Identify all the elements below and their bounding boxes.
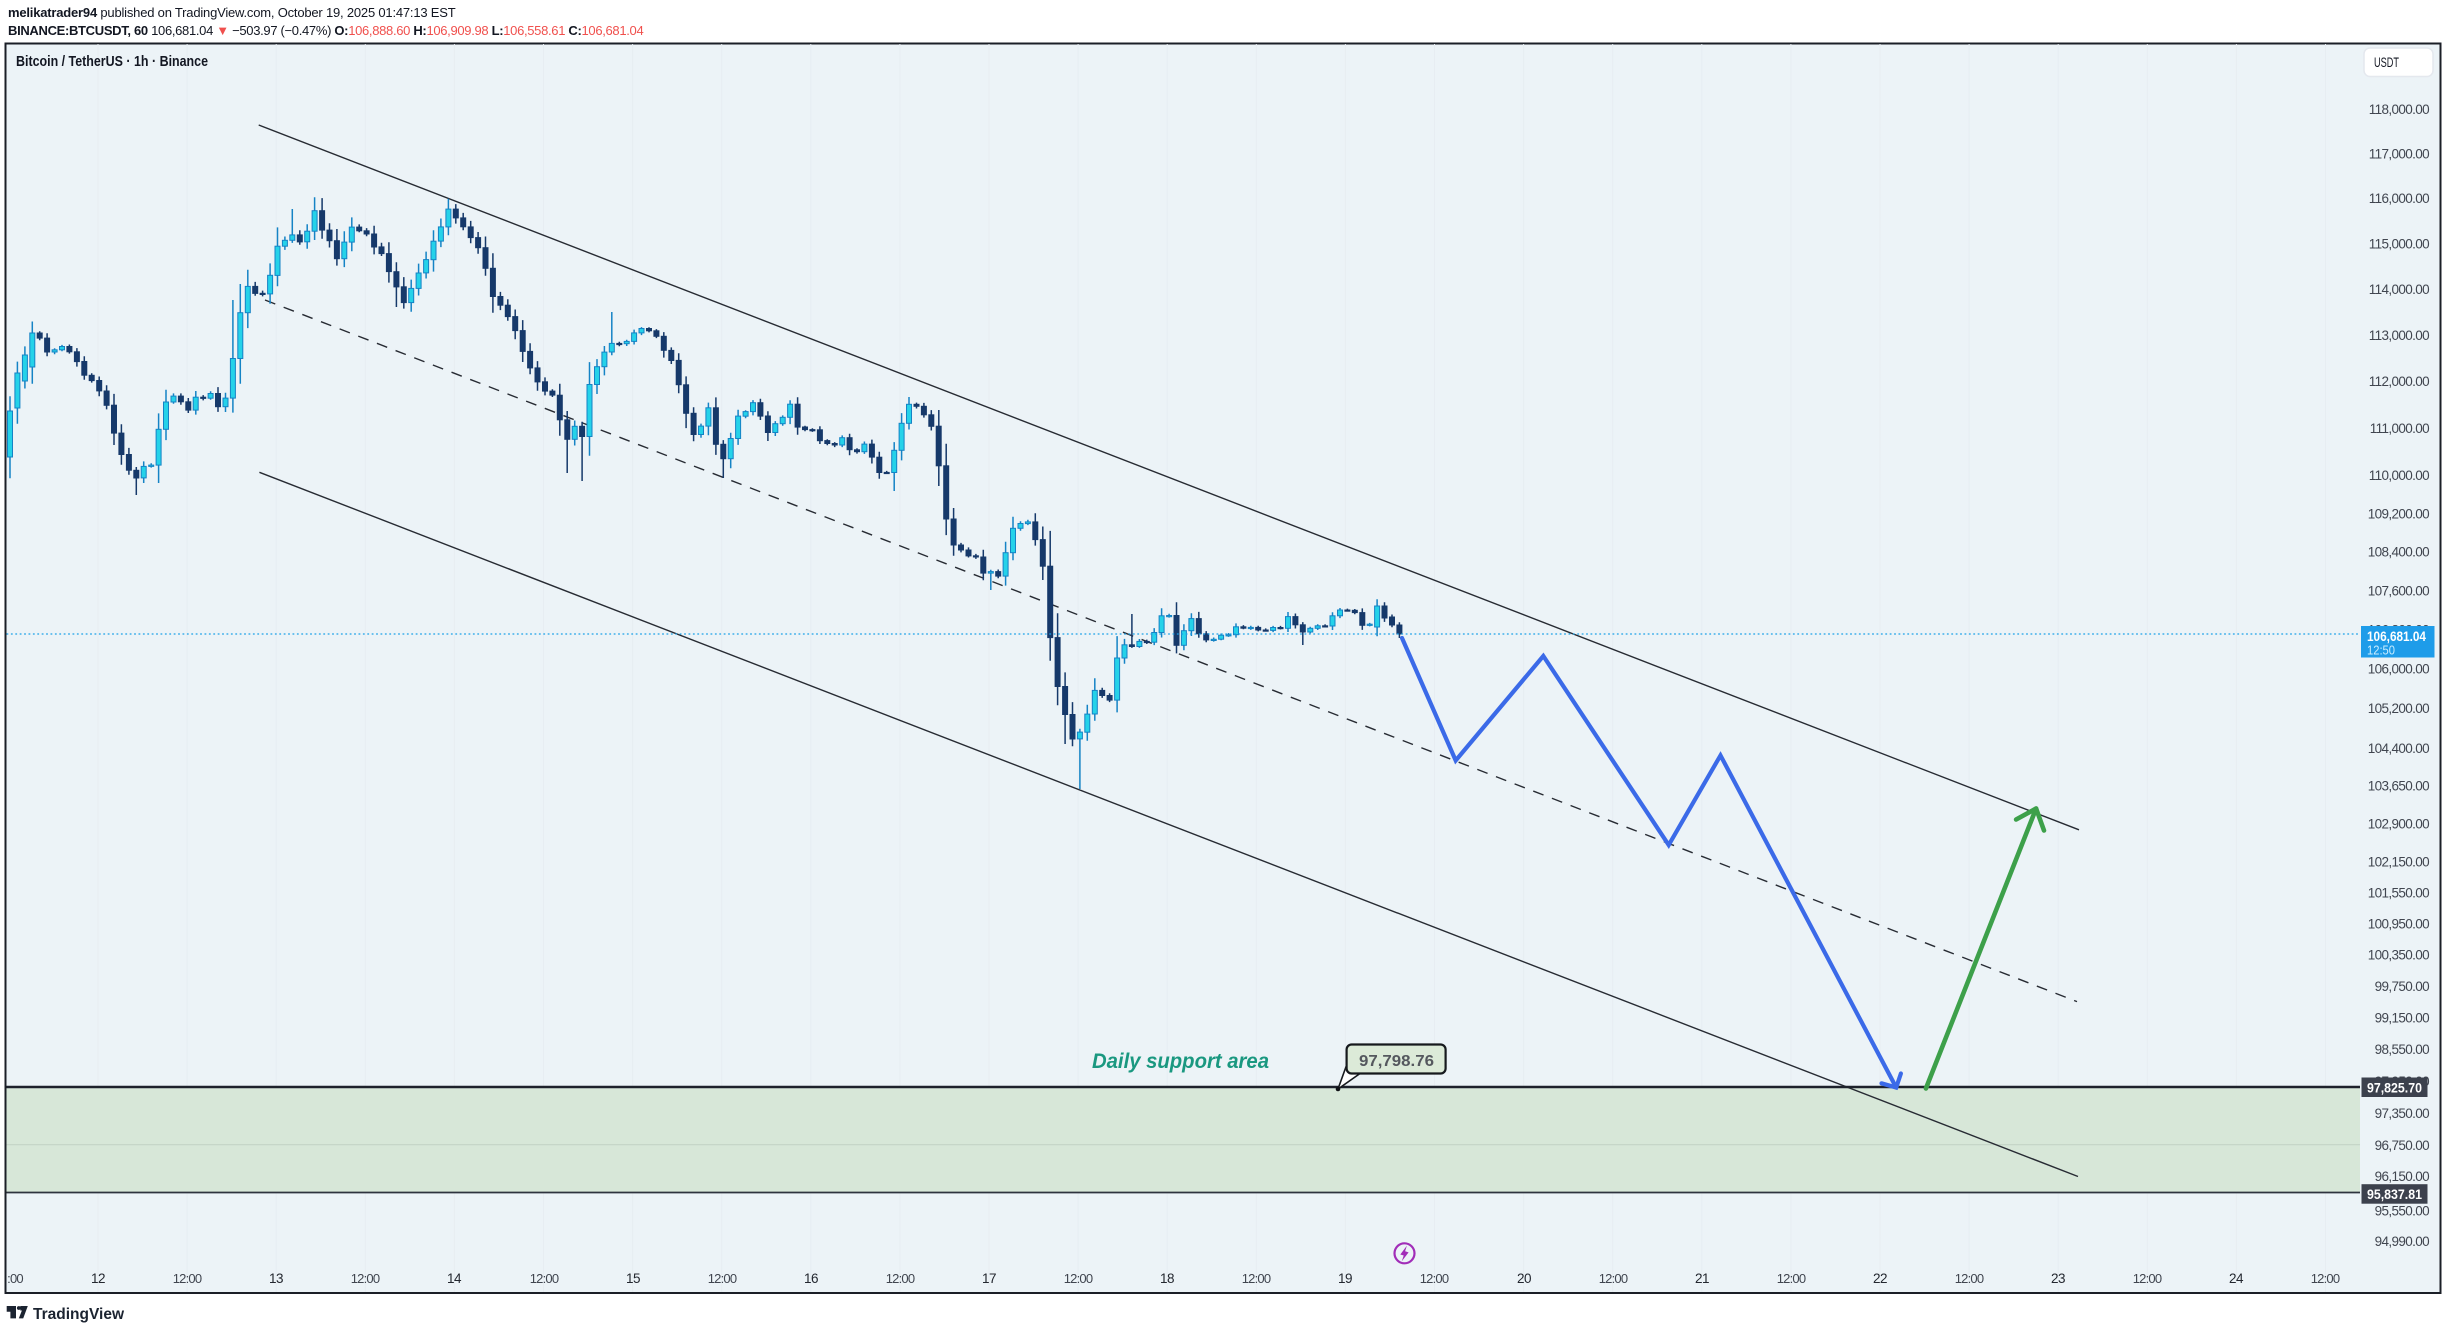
svg-text:98,550.00: 98,550.00: [2375, 1042, 2430, 1057]
svg-text:107,600.00: 107,600.00: [2368, 583, 2429, 598]
svg-text:Bitcoin / TetherUS · 1h · Bina: Bitcoin / TetherUS · 1h · Binance: [16, 54, 208, 70]
svg-text:95,550.00: 95,550.00: [2375, 1203, 2430, 1218]
svg-text:100,950.00: 100,950.00: [2368, 916, 2429, 931]
svg-text:12:00: 12:00: [1420, 1271, 1449, 1286]
svg-text:106,000.00: 106,000.00: [2368, 662, 2429, 677]
svg-text:97,825.70: 97,825.70: [2367, 1080, 2422, 1096]
svg-text:110,000.00: 110,000.00: [2369, 468, 2429, 483]
svg-text:96,750.00: 96,750.00: [2375, 1138, 2430, 1153]
svg-text:22: 22: [1873, 1271, 1887, 1286]
svg-text:17: 17: [982, 1271, 996, 1286]
svg-text:116,000.00: 116,000.00: [2369, 191, 2429, 206]
svg-text:Daily support area: Daily support area: [1092, 1049, 1269, 1073]
svg-text:106,681.04: 106,681.04: [2367, 628, 2426, 644]
svg-text:12:00: 12:00: [2311, 1271, 2340, 1286]
svg-text:12:00: 12:00: [1242, 1271, 1271, 1286]
svg-text:117,000.00: 117,000.00: [2369, 146, 2429, 161]
svg-text:12:00: 12:00: [530, 1271, 559, 1286]
svg-text:12:00: 12:00: [886, 1271, 915, 1286]
svg-text:melikatrader94 published on Tr: melikatrader94 published on TradingView.…: [8, 5, 456, 20]
svg-text:104,400.00: 104,400.00: [2368, 741, 2429, 756]
svg-text:12:00: 12:00: [1955, 1271, 1984, 1286]
svg-text:12: 12: [91, 1271, 105, 1286]
svg-text:12:00: 12:00: [1777, 1271, 1806, 1286]
svg-text:12:00: 12:00: [1064, 1271, 1093, 1286]
svg-text:108,400.00: 108,400.00: [2368, 545, 2429, 560]
svg-text:114,000.00: 114,000.00: [2369, 282, 2429, 297]
svg-text:101,550.00: 101,550.00: [2368, 885, 2429, 900]
svg-text:TradingView: TradingView: [33, 1306, 125, 1323]
svg-text:13: 13: [269, 1271, 283, 1286]
svg-text:21: 21: [1695, 1271, 1709, 1286]
svg-text:12:00: 12:00: [351, 1271, 380, 1286]
svg-text:12:00: 12:00: [708, 1271, 737, 1286]
svg-text:BINANCE:BTCUSDT, 60 106,681.0: BINANCE:BTCUSDT, 60 106,681.04 ▼ −503.97…: [8, 23, 643, 38]
svg-text:15: 15: [626, 1271, 640, 1286]
svg-text:102,150.00: 102,150.00: [2368, 855, 2429, 870]
svg-text:USDT: USDT: [2374, 55, 2399, 70]
svg-text:99,150.00: 99,150.00: [2375, 1010, 2430, 1025]
svg-text:103,650.00: 103,650.00: [2368, 778, 2429, 793]
svg-text:112,000.00: 112,000.00: [2369, 374, 2429, 389]
svg-text:99,750.00: 99,750.00: [2375, 979, 2430, 994]
svg-text:100,350.00: 100,350.00: [2368, 948, 2429, 963]
svg-text:16: 16: [804, 1271, 818, 1286]
svg-text:109,200.00: 109,200.00: [2368, 506, 2429, 521]
svg-text:97,350.00: 97,350.00: [2375, 1106, 2430, 1121]
svg-text:24: 24: [2229, 1271, 2244, 1286]
svg-text:94,990.00: 94,990.00: [2375, 1234, 2430, 1249]
svg-text:18: 18: [1160, 1271, 1174, 1286]
svg-text:105,200.00: 105,200.00: [2368, 701, 2429, 716]
svg-text:111,000.00: 111,000.00: [2370, 421, 2429, 436]
svg-text:115,000.00: 115,000.00: [2369, 236, 2429, 251]
svg-text:12:00: 12:00: [2133, 1271, 2162, 1286]
svg-text:96,150.00: 96,150.00: [2375, 1169, 2430, 1184]
svg-text:19: 19: [1338, 1271, 1352, 1286]
svg-text:102,900.00: 102,900.00: [2368, 816, 2429, 831]
svg-text:12:50: 12:50: [2367, 643, 2395, 658]
svg-text:20: 20: [1517, 1271, 1531, 1286]
svg-text:113,000.00: 113,000.00: [2369, 328, 2429, 343]
svg-text::00: :00: [7, 1271, 23, 1286]
svg-text:97,798.76: 97,798.76: [1359, 1053, 1434, 1070]
svg-text:23: 23: [2051, 1271, 2065, 1286]
svg-text:118,000.00: 118,000.00: [2369, 102, 2429, 117]
svg-text:12:00: 12:00: [173, 1271, 202, 1286]
svg-text:14: 14: [447, 1271, 462, 1286]
svg-text:12:00: 12:00: [1599, 1271, 1628, 1286]
svg-text:95,837.81: 95,837.81: [2367, 1186, 2422, 1202]
